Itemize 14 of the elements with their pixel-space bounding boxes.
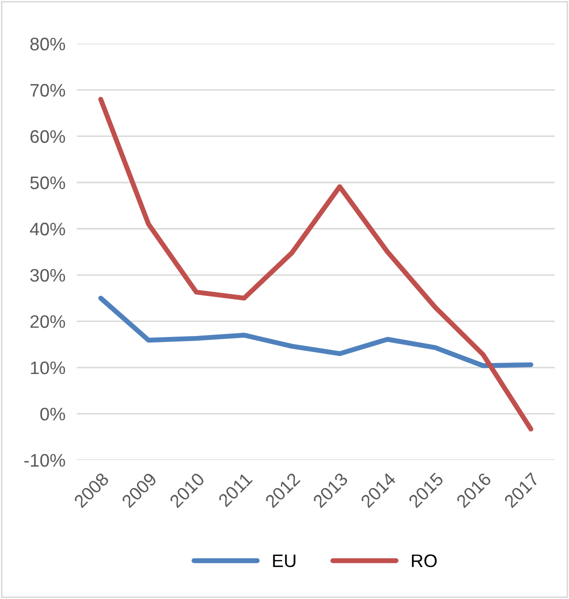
y-tick-label: 10% bbox=[30, 361, 66, 374]
y-tick-label: 30% bbox=[30, 268, 66, 282]
legend-label: RO bbox=[412, 554, 437, 568]
y-tick-label: 70% bbox=[30, 84, 66, 97]
legend-label: EU bbox=[273, 554, 296, 568]
line-series bbox=[98, 96, 534, 432]
y-tick-label: 0% bbox=[40, 408, 66, 420]
y-tick-label: 50% bbox=[30, 176, 66, 190]
y-tick-label: 20% bbox=[30, 315, 66, 328]
y-tick-label: -10% bbox=[24, 454, 66, 467]
y-tick-label: 60% bbox=[30, 130, 66, 143]
y-tick-label: 80% bbox=[30, 38, 66, 50]
line-series bbox=[98, 296, 534, 368]
y-tick-label: 40% bbox=[30, 222, 66, 236]
